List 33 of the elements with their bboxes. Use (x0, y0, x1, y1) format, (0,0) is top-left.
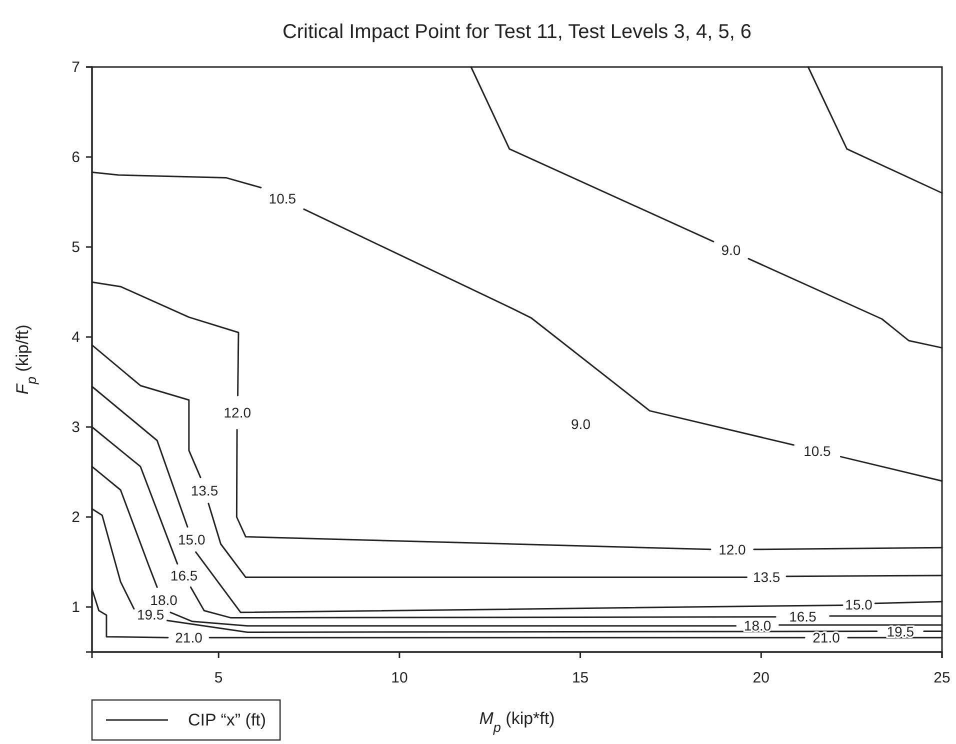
series-label: 19.5 (136, 606, 164, 623)
series-label: 16.5 (170, 568, 198, 584)
text: 13.5 (190, 482, 218, 498)
annotation: 9.0 (571, 416, 591, 432)
text: 10.5 (804, 442, 831, 459)
x-tick-label: 5 (214, 670, 223, 687)
legend-title: CIP “x” (ft) (188, 710, 266, 730)
text: 15.0 (178, 532, 206, 548)
text: 18.0 (744, 617, 772, 634)
series-label: 12.0 (718, 541, 746, 558)
y-tick-label: 5 (72, 238, 80, 256)
y-tick-label: 2 (72, 508, 80, 526)
series-label: 10.5 (268, 190, 296, 206)
x-tick-label: 15 (572, 670, 589, 687)
series-label: 18.0 (150, 592, 178, 608)
x-axis-title: M$_{p}$ (kip*ft) (479, 709, 555, 734)
x-tick-label: 25 (934, 670, 950, 687)
text: 16.5 (789, 608, 816, 624)
text: 19.5 (886, 623, 914, 640)
y-tick-label: 7 (72, 58, 80, 76)
y-tick-label: 4 (72, 328, 80, 346)
y-tick-label: 3 (72, 418, 80, 436)
chart-title: Critical Impact Point for Test 11, Test Levels 3, 4, 5, 6 (282, 21, 752, 43)
x-tick-label: 10 (391, 670, 408, 687)
text: 12.0 (224, 404, 252, 421)
text: 21.0 (812, 630, 840, 646)
series-label: 9.0 (721, 242, 741, 258)
series-label: 13.5 (752, 568, 780, 585)
y-tick-label: 1 (72, 598, 80, 616)
series-label: 15.0 (845, 596, 873, 612)
y-tick-label: 6 (72, 148, 80, 166)
x-tick-label: 20 (752, 670, 770, 687)
series-label: 21.0 (175, 630, 203, 646)
